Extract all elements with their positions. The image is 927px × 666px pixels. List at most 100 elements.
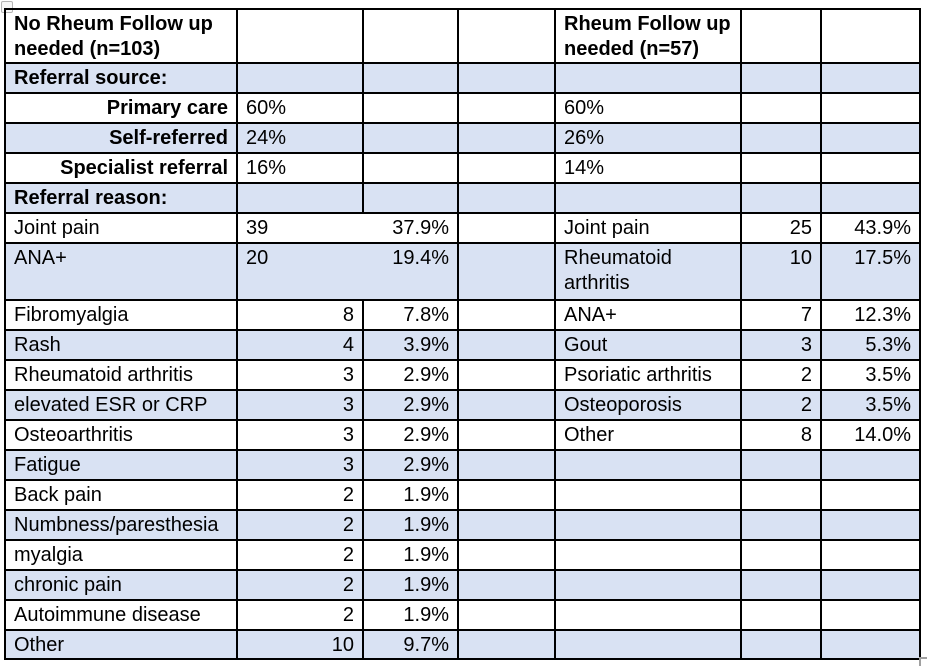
spacer-cell: [457, 599, 556, 631]
empty-cell: [740, 122, 822, 154]
empty-cell: [820, 629, 921, 660]
empty-cell: [362, 8, 459, 64]
empty-cell: [554, 599, 742, 631]
spacer-cell: [457, 152, 556, 184]
empty-cell: [740, 449, 822, 481]
table-row: Back pain 2 1.9%: [4, 479, 921, 511]
table-row: Referral reason:: [4, 182, 921, 214]
reason-pct-cell: 3.5%: [820, 389, 921, 421]
spacer-cell: [457, 242, 556, 301]
table-row: Fatigue 3 2.9%: [4, 449, 921, 481]
reason-count-cell: 2: [236, 539, 364, 571]
reason-label-cell: Rheumatoid arthritis: [4, 359, 238, 391]
source-pct-cell: 24%: [236, 122, 364, 154]
reason-pct-cell: 12.3%: [820, 299, 921, 331]
referral-source-section-cell: Referral source:: [4, 62, 238, 94]
table-row: myalgia 2 1.9%: [4, 539, 921, 571]
empty-cell: [740, 152, 822, 184]
empty-cell: [236, 182, 364, 214]
reason-label-cell: ANA+: [554, 299, 742, 331]
empty-cell: [820, 92, 921, 124]
empty-cell: [362, 182, 459, 214]
empty-cell: [554, 182, 742, 214]
table-row: Rheumatoid arthritis 3 2.9% Psoriatic ar…: [4, 359, 921, 391]
empty-cell: [820, 479, 921, 511]
empty-cell: [820, 569, 921, 601]
reason-label-cell: Gout: [554, 329, 742, 361]
reason-pct-cell: 3.5%: [820, 359, 921, 391]
spacer-cell: [457, 449, 556, 481]
reason-label-cell: Osteoarthritis: [4, 419, 238, 451]
empty-cell: [740, 182, 822, 214]
empty-cell: [554, 449, 742, 481]
reason-label-cell: Fatigue: [4, 449, 238, 481]
reason-count-cell: 10: [236, 629, 364, 660]
reason-count-cell: 8: [236, 299, 364, 331]
reason-pct-cell: 5.3%: [820, 329, 921, 361]
reason-pct-cell: 9.7%: [362, 629, 459, 660]
table-row: No Rheum Follow up needed (n=103) Rheum …: [4, 8, 921, 64]
source-pct-cell: 60%: [554, 92, 742, 124]
reason-count-cell: 2: [236, 479, 364, 511]
empty-cell: [362, 122, 459, 154]
empty-cell: [362, 152, 459, 184]
spacer-cell: [457, 62, 556, 94]
empty-cell: [820, 8, 921, 64]
reason-count-cell: 7: [740, 299, 822, 331]
reason-label-cell: Numbness/paresthesia: [4, 509, 238, 541]
reason-label-cell: chronic pain: [4, 569, 238, 601]
empty-cell: [554, 509, 742, 541]
percent-value: 37.9%: [392, 217, 449, 239]
spacer-cell: [457, 92, 556, 124]
empty-cell: [820, 509, 921, 541]
reason-pct-cell: 2.9%: [362, 389, 459, 421]
reason-count-cell: 8: [740, 419, 822, 451]
table-row: Joint pain 39 37.9% Joint pain 25 43.9%: [4, 212, 921, 244]
reason-count-cell: 4: [236, 329, 364, 361]
empty-cell: [740, 629, 822, 660]
spacer-cell: [457, 479, 556, 511]
reason-count-cell: 3: [236, 419, 364, 451]
empty-cell: [554, 479, 742, 511]
referral-reason-section-cell: Referral reason:: [4, 182, 238, 214]
reason-pct-cell: 1.9%: [362, 539, 459, 571]
spacer-cell: [457, 389, 556, 421]
table-resize-handle-icon[interactable]: [919, 657, 927, 666]
reason-pct-cell: 3.9%: [362, 329, 459, 361]
reason-pct-cell: 17.5%: [820, 242, 921, 301]
count-pct-pair: 39 37.9%: [246, 216, 449, 241]
reason-count-cell: 3: [236, 389, 364, 421]
table-row: Specialist referral 16% 14%: [4, 152, 921, 184]
source-label-cell: Specialist referral: [4, 152, 238, 184]
empty-cell: [820, 539, 921, 571]
reason-label-cell: Joint pain: [4, 212, 238, 244]
table-row: Autoimmune disease 2 1.9%: [4, 599, 921, 631]
reason-count-cell: 2: [236, 569, 364, 601]
table-row: Rash 4 3.9% Gout 3 5.3%: [4, 329, 921, 361]
reason-count-cell: 3: [236, 359, 364, 391]
source-pct-cell: 60%: [236, 92, 364, 124]
reason-pct-cell: 1.9%: [362, 569, 459, 601]
reason-count-cell: 25: [740, 212, 822, 244]
reason-label-cell: elevated ESR or CRP: [4, 389, 238, 421]
reason-label-cell: Rash: [4, 329, 238, 361]
count-pct-pair: 20 19.4%: [246, 246, 449, 271]
reason-count-cell: 3: [236, 449, 364, 481]
reason-label-cell: myalgia: [4, 539, 238, 571]
table-row: Primary care 60% 60%: [4, 92, 921, 124]
spacer-cell: [457, 359, 556, 391]
empty-cell: [740, 92, 822, 124]
table-row: Numbness/paresthesia 2 1.9%: [4, 509, 921, 541]
reason-pct-cell: 14.0%: [820, 419, 921, 451]
table-row: Other 10 9.7%: [4, 629, 921, 660]
spacer-cell: [457, 569, 556, 601]
empty-cell: [820, 62, 921, 94]
reason-count-cell: 2: [236, 509, 364, 541]
spacer-cell: [457, 539, 556, 571]
empty-cell: [362, 62, 459, 94]
count-value: 39: [246, 217, 269, 239]
empty-cell: [820, 599, 921, 631]
table-row: Referral source:: [4, 62, 921, 94]
empty-cell: [740, 62, 822, 94]
spacer-cell: [457, 509, 556, 541]
